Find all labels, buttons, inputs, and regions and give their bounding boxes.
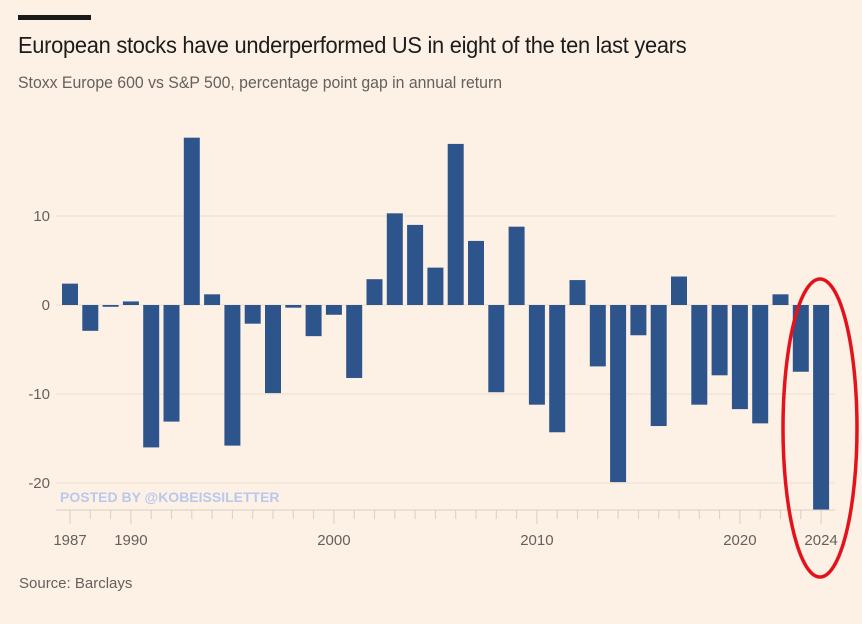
x-axis: 1987 1990 2000 2010 2020 2024 bbox=[53, 509, 838, 549]
bar-1991 bbox=[143, 305, 160, 448]
y-tick-label: 0 bbox=[42, 297, 50, 314]
bars bbox=[62, 137, 830, 510]
bar-2005 bbox=[427, 267, 444, 305]
bar-2002 bbox=[366, 279, 383, 305]
source-note: Source: Barclays bbox=[19, 575, 133, 592]
bar-2003 bbox=[386, 213, 403, 305]
x-tick-label: 2024 bbox=[804, 532, 837, 549]
bar-1995 bbox=[224, 305, 241, 446]
bar-2019 bbox=[711, 305, 728, 376]
bar-2012 bbox=[569, 280, 586, 305]
bar-2023 bbox=[792, 305, 809, 372]
bar-1994 bbox=[204, 294, 221, 305]
bar-2004 bbox=[407, 224, 424, 305]
x-tick-label: 2000 bbox=[317, 532, 350, 549]
bar-1990 bbox=[122, 301, 139, 305]
x-tick-label: 1990 bbox=[114, 532, 147, 549]
bar-1993 bbox=[183, 137, 200, 305]
bar-2024 bbox=[813, 305, 830, 510]
bar-2008 bbox=[488, 305, 505, 393]
bar-2010 bbox=[528, 305, 545, 405]
bar-2017 bbox=[671, 276, 687, 305]
bar-2018 bbox=[691, 305, 708, 405]
bar-2011 bbox=[549, 305, 566, 433]
y-tick-label: -20 bbox=[28, 475, 50, 492]
bar-1992 bbox=[163, 305, 180, 422]
bar-1997 bbox=[265, 305, 281, 394]
bar-2015 bbox=[630, 305, 647, 336]
bar-2021 bbox=[752, 305, 769, 424]
highlight-ellipse bbox=[781, 277, 859, 579]
bar-2014 bbox=[610, 305, 627, 483]
bar-2000 bbox=[325, 305, 342, 315]
bar-2022 bbox=[772, 294, 789, 305]
y-axis-ticks: -20 -10 0 10 bbox=[28, 208, 50, 492]
header-accent-bar bbox=[18, 15, 91, 20]
bar-1987 bbox=[62, 283, 78, 305]
bar-1999 bbox=[305, 305, 322, 337]
bar-2001 bbox=[346, 305, 363, 378]
x-tick-label: 1987 bbox=[53, 532, 86, 549]
bar-2009 bbox=[508, 226, 525, 305]
bar-1989 bbox=[102, 305, 119, 307]
bar-2020 bbox=[731, 305, 748, 410]
bar-2006 bbox=[447, 143, 464, 305]
bar-1998 bbox=[285, 305, 302, 308]
bar-2016 bbox=[650, 305, 667, 427]
chart-subtitle: Stoxx Europe 600 vs S&P 500, percentage … bbox=[18, 73, 503, 92]
bar-1988 bbox=[82, 305, 99, 331]
bar-2013 bbox=[589, 305, 606, 367]
annotation bbox=[781, 277, 859, 579]
x-tick-label: 2020 bbox=[723, 532, 756, 549]
y-tick-label: 10 bbox=[33, 208, 50, 225]
bar-2007 bbox=[468, 240, 484, 305]
bar-1996 bbox=[244, 305, 261, 324]
y-tick-label: -10 bbox=[28, 386, 50, 403]
x-tick-label: 2010 bbox=[520, 532, 553, 549]
watermark: POSTED BY @KOBEISSILETTER bbox=[60, 489, 280, 505]
chart-title: European stocks have underperformed US i… bbox=[18, 32, 687, 58]
